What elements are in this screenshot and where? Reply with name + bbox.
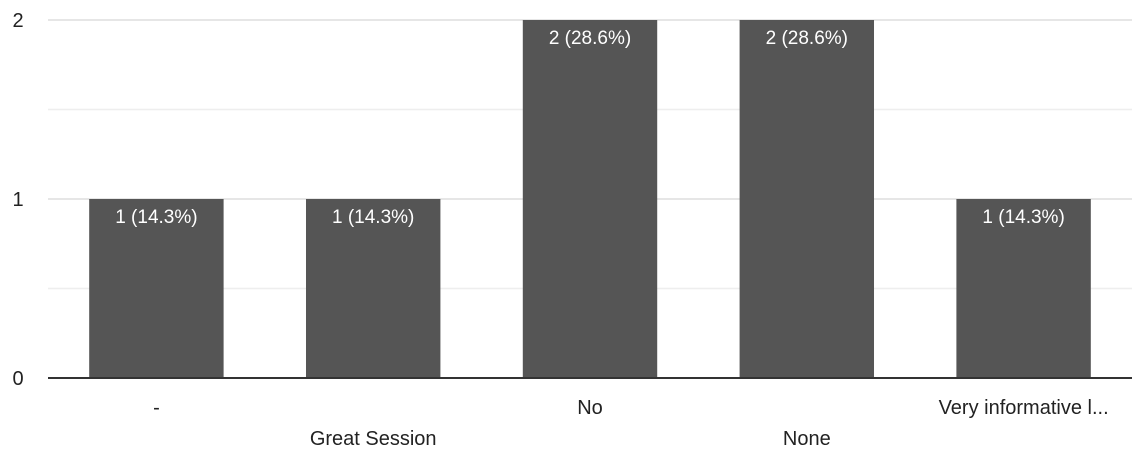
y-tick-label: 1 <box>12 189 23 211</box>
y-tick-label: 2 <box>12 10 23 32</box>
data-label: 1 (14.3%) <box>332 207 414 228</box>
bar <box>305 199 441 378</box>
data-label: 1 (14.3%) <box>982 207 1064 228</box>
data-label: 2 (28.6%) <box>766 28 848 49</box>
bar <box>956 199 1091 378</box>
data-label: 2 (28.6%) <box>549 28 631 49</box>
category-label: - <box>153 397 160 419</box>
category-label: None <box>783 428 831 450</box>
category-label: No <box>577 397 603 419</box>
y-tick-label: 0 <box>12 368 23 390</box>
labels: 1 (14.3%) - 1 (14.3%) Great Session 2 (28.6%… <box>12 10 1108 450</box>
bars <box>89 20 1091 378</box>
bar <box>739 20 875 378</box>
data-label: 1 (14.3%) <box>115 207 197 228</box>
bar <box>522 20 658 378</box>
bar <box>89 199 224 378</box>
category-label: Very informative l... <box>939 397 1109 419</box>
category-label: Great Session <box>310 428 437 450</box>
